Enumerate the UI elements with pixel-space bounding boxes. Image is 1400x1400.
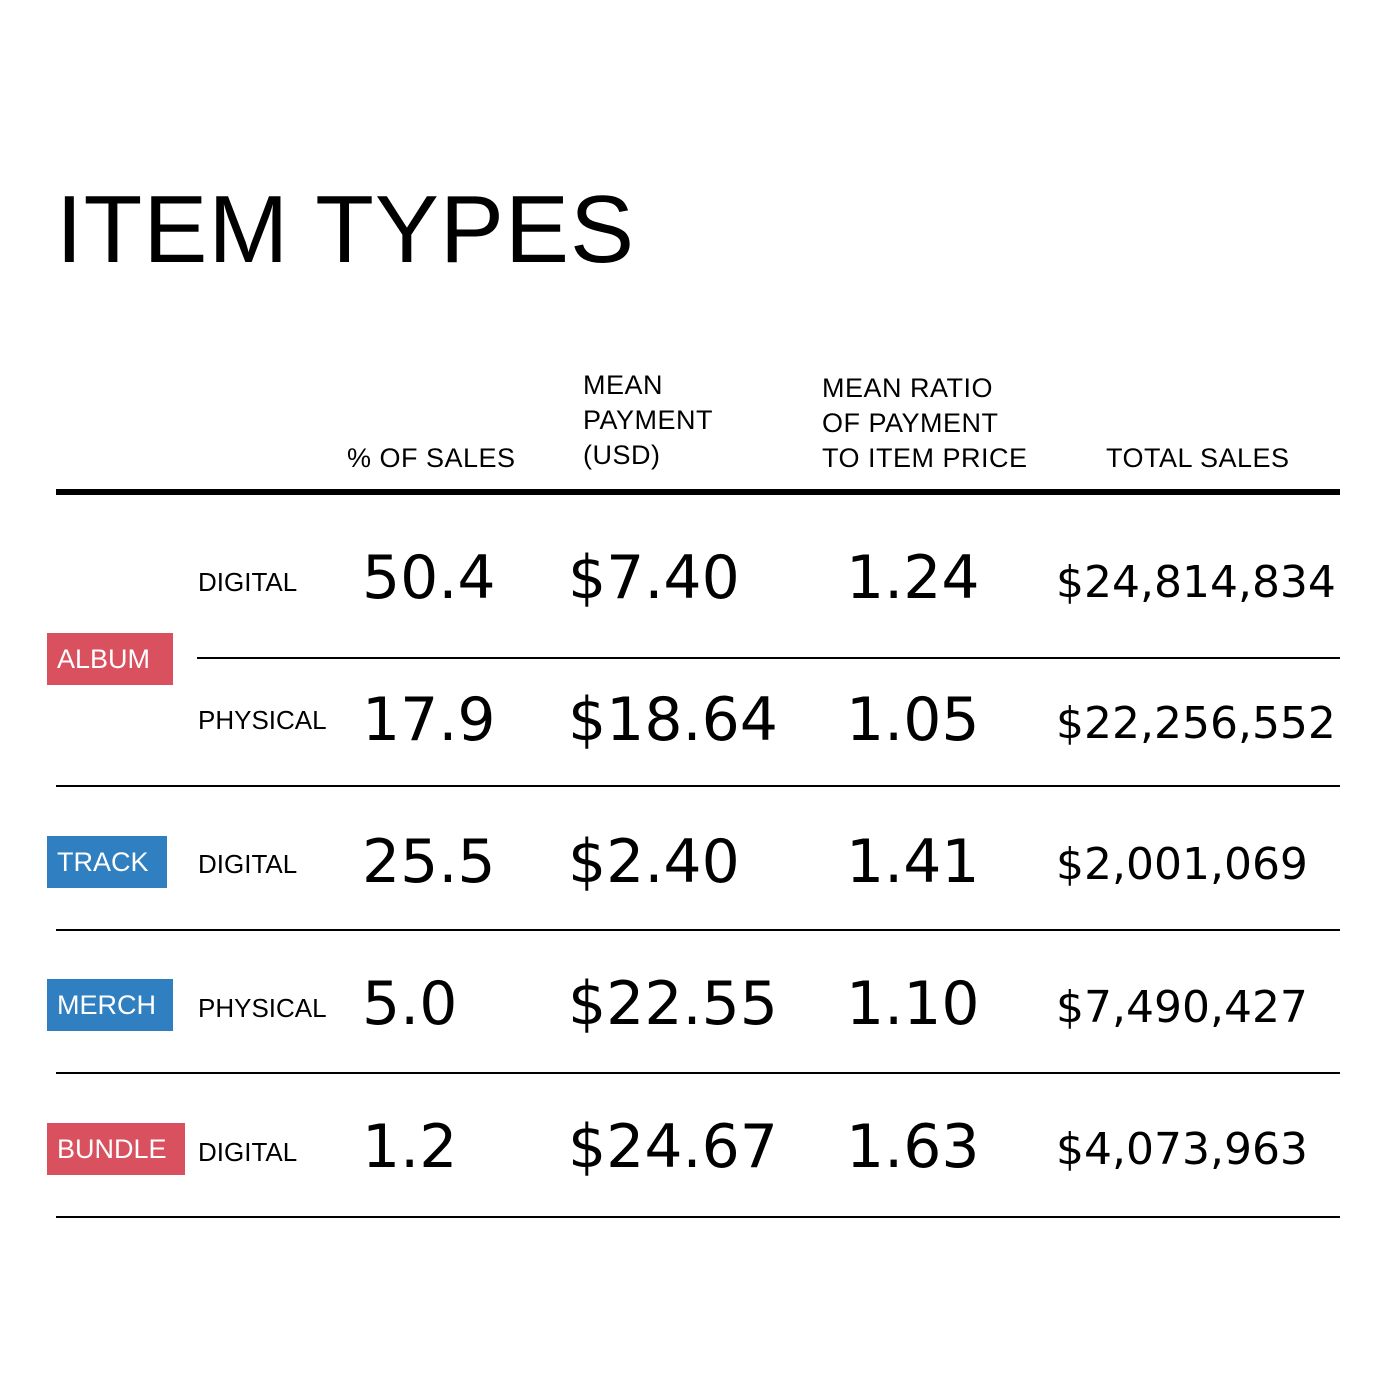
page-title: ITEM TYPES <box>56 176 636 283</box>
header-line: OF PAYMENT <box>822 408 999 438</box>
cell-pct: 50.4 <box>362 543 496 613</box>
cell-mean-payment: $18.64 <box>568 685 778 755</box>
cell-mean-payment: $2.40 <box>568 827 740 897</box>
cell-ratio: 1.24 <box>846 543 980 613</box>
row-divider <box>56 929 1340 931</box>
cell-pct: 1.2 <box>362 1112 458 1182</box>
cell-total-sales: $7,490,427 <box>1056 982 1308 1033</box>
header-line: TOTAL SALES <box>1106 443 1290 473</box>
row-type-label: PHYSICAL <box>198 705 327 735</box>
cell-ratio: 1.41 <box>846 827 980 897</box>
row-type-label: DIGITAL <box>198 567 298 597</box>
header-line: (USD) <box>583 440 661 470</box>
table-bottom-rule <box>56 1216 1340 1218</box>
cell-total-sales: $24,814,834 <box>1056 557 1336 608</box>
row-type-label: PHYSICAL <box>198 993 327 1023</box>
cell-pct: 17.9 <box>362 685 496 755</box>
row-type-label: DIGITAL <box>198 1137 298 1167</box>
row-type-label: DIGITAL <box>198 849 298 879</box>
tag-bundle: BUNDLE <box>47 1123 185 1175</box>
cell-mean-payment: $7.40 <box>568 543 740 613</box>
tag-track: TRACK <box>47 836 167 888</box>
cell-mean-payment: $22.55 <box>568 969 778 1039</box>
header-line: MEAN <box>583 370 664 400</box>
cell-ratio: 1.05 <box>846 685 980 755</box>
row-divider <box>56 785 1340 787</box>
tag-merch: MERCH <box>47 979 173 1031</box>
row-divider <box>197 657 1340 659</box>
header-mean-payment: MEAN PAYMENT (USD) <box>583 368 713 473</box>
header-total-sales: TOTAL SALES <box>1106 441 1290 476</box>
header-line: MEAN RATIO <box>822 373 994 403</box>
cell-total-sales: $22,256,552 <box>1056 698 1336 749</box>
header-line: TO ITEM PRICE <box>822 443 1028 473</box>
header-mean-ratio: MEAN RATIO OF PAYMENT TO ITEM PRICE <box>822 371 1028 476</box>
cell-ratio: 1.10 <box>846 969 980 1039</box>
header-line: PAYMENT <box>583 405 714 435</box>
cell-total-sales: $4,073,963 <box>1056 1124 1308 1175</box>
header-line: % OF SALES <box>347 443 516 473</box>
header-divider <box>56 489 1340 495</box>
row-divider <box>56 1072 1340 1074</box>
header-pct-of-sales: % OF SALES <box>347 441 516 476</box>
cell-ratio: 1.63 <box>846 1112 980 1182</box>
cell-pct: 5.0 <box>362 969 458 1039</box>
tag-album: ALBUM <box>47 633 173 685</box>
cell-pct: 25.5 <box>362 827 496 897</box>
cell-total-sales: $2,001,069 <box>1056 839 1308 890</box>
cell-mean-payment: $24.67 <box>568 1112 778 1182</box>
